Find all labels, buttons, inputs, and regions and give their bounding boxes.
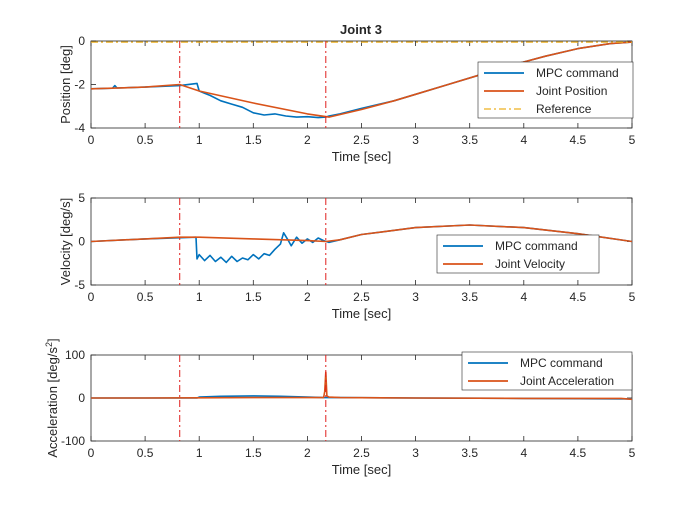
y-tick-label: -4	[74, 121, 85, 135]
x-tick-label: 4	[520, 290, 527, 304]
x-tick-label: 1	[196, 133, 203, 147]
x-tick-label: 4.5	[570, 133, 587, 147]
y-axis-label: Velocity [deg/s]	[58, 198, 73, 285]
x-tick-label: 2.5	[353, 290, 370, 304]
legend-label: MPC command	[520, 356, 603, 370]
y-axis-label: Position [deg]	[58, 45, 73, 124]
x-tick-label: 0	[88, 446, 95, 460]
x-tick-label: 3	[412, 133, 419, 147]
x-tick-label: 4	[520, 446, 527, 460]
legend-label: Joint Position	[536, 84, 607, 98]
chart-panel-1: 0 0.5 1 1.5 2 2.5 3 3.5 4 4.5 5 -4 -2 0 Time [sec] Posi…	[58, 34, 636, 164]
y-tick-label: 100	[65, 348, 85, 362]
x-tick-label: 4.5	[570, 290, 587, 304]
x-tick-label: 5	[629, 290, 636, 304]
y-tick-label: -5	[74, 278, 85, 292]
x-tick-label: 1.5	[245, 133, 262, 147]
legend-label: Joint Velocity	[495, 257, 565, 271]
series-layer	[91, 198, 632, 285]
legend-label: MPC command	[536, 66, 619, 80]
x-tick-label: 1	[196, 290, 203, 304]
x-tick-label: 1.5	[245, 446, 262, 460]
x-tick-label: 0	[88, 290, 95, 304]
y-axis-label-superscript: 2	[44, 342, 54, 347]
x-tick-label: 2	[304, 446, 311, 460]
x-tick-label: 2.5	[353, 133, 370, 147]
series-line-2	[91, 224, 632, 243]
x-axis-label: Time [sec]	[332, 462, 391, 477]
y-tick-label: -100	[61, 434, 85, 448]
legend-box	[436, 234, 600, 274]
legend-label: Joint Acceleration	[520, 374, 614, 388]
y-tick-label: 0	[78, 34, 85, 48]
x-tick-label: 5	[629, 446, 636, 460]
x-tick-label: 4.5	[570, 446, 587, 460]
x-tick-label: 2	[304, 290, 311, 304]
y-tick-label: 5	[78, 191, 85, 205]
x-tick-label: 0.5	[137, 290, 154, 304]
x-tick-label: 4	[520, 133, 527, 147]
x-tick-label: 5	[629, 133, 636, 147]
figure-title: Joint 3	[340, 22, 382, 37]
x-tick-label: 2.5	[353, 446, 370, 460]
x-tick-label: 0.5	[137, 446, 154, 460]
legend: MPC command Joint Position Reference	[477, 61, 634, 119]
series-layer	[91, 355, 632, 441]
x-tick-label: 3	[412, 290, 419, 304]
x-tick-label: 3	[412, 446, 419, 460]
x-tick-label: 3.5	[461, 446, 478, 460]
legend-box	[461, 351, 633, 391]
y-tick-label: 0	[78, 391, 85, 405]
x-tick-label: 1.5	[245, 290, 262, 304]
x-tick-label: 0	[88, 133, 95, 147]
y-tick-label: -2	[74, 78, 85, 92]
x-tick-label: 1	[196, 446, 203, 460]
x-axis-label: Time [sec]	[332, 149, 391, 164]
x-tick-label: 2	[304, 133, 311, 147]
legend: MPC command Joint Acceleration	[461, 351, 633, 391]
x-axis-label: Time [sec]	[332, 306, 391, 321]
x-tick-label: 3.5	[461, 133, 478, 147]
x-tick-label: 3.5	[461, 290, 478, 304]
legend-label: Reference	[536, 102, 592, 116]
legend: MPC command Joint Velocity	[436, 234, 600, 274]
legend-label: MPC command	[495, 239, 578, 253]
series-layer	[91, 41, 632, 128]
y-axis-label: Acceleration [deg/s2]	[44, 338, 60, 457]
series-line-2	[91, 41, 632, 118]
x-tick-label: 0.5	[137, 133, 154, 147]
y-tick-label: 0	[78, 235, 85, 249]
